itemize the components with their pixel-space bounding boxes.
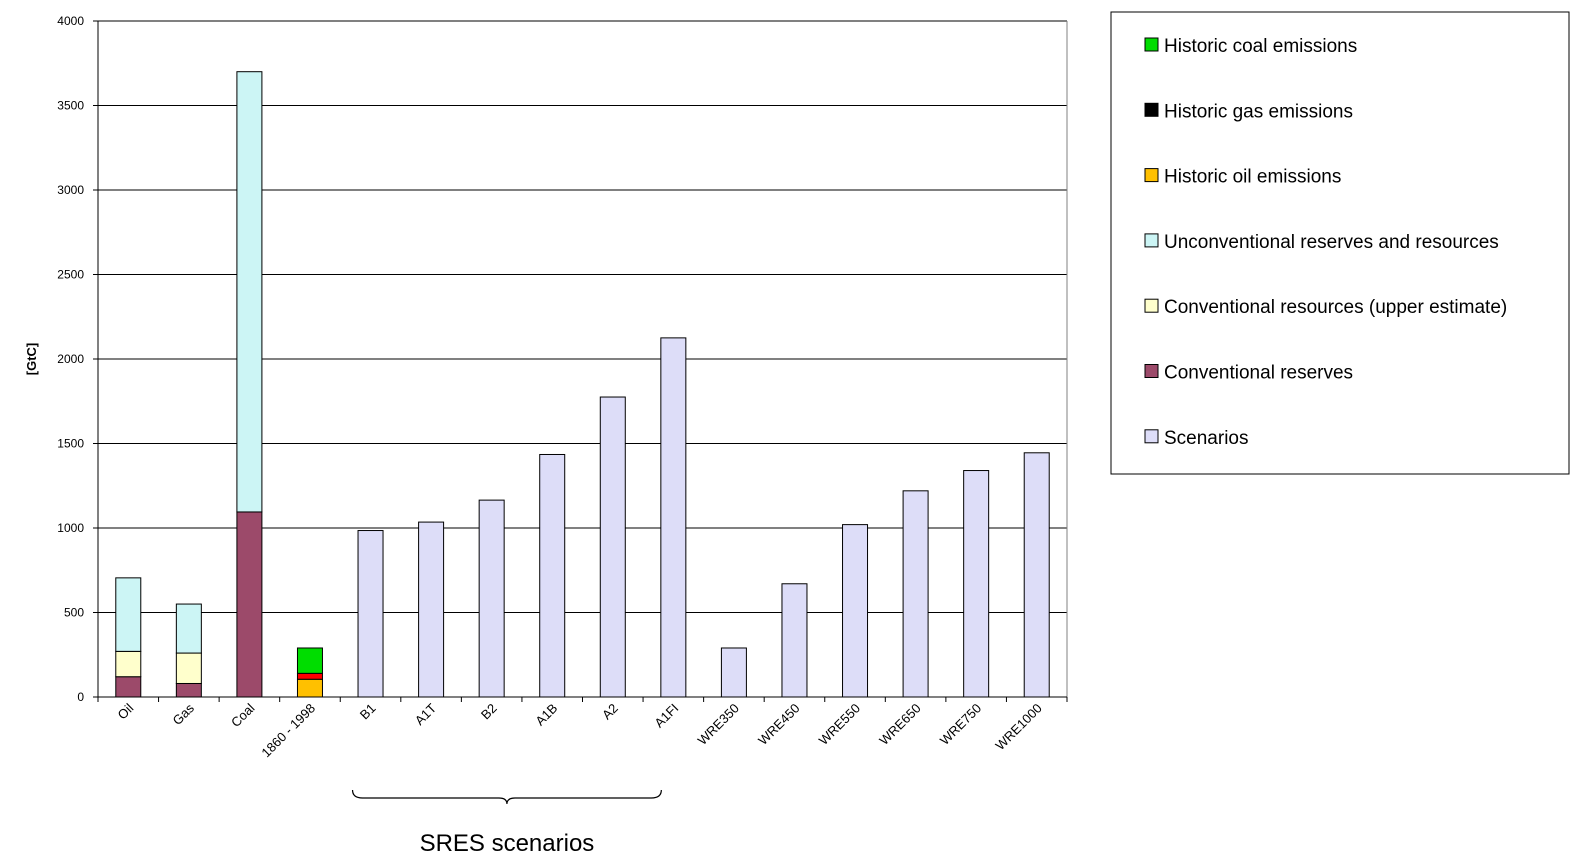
bar-segment	[842, 524, 869, 698]
legend-label: Historic coal emissions	[1164, 36, 1357, 57]
bars	[115, 71, 1050, 698]
sres-brace: SRES scenarios	[351, 789, 662, 857]
bar-segment	[902, 490, 929, 698]
bar-segment	[660, 337, 687, 698]
y-tick-label: 3000	[57, 183, 84, 197]
x-tick-label: WRE1000	[992, 701, 1045, 754]
x-tick-label: A1FI	[651, 701, 681, 731]
y-tick-label: 2000	[57, 352, 84, 366]
y-tick-label: 2500	[57, 268, 84, 282]
y-tick-labels: 0 500 1000 1500 2000 2500 3000 3500 4000	[57, 14, 84, 704]
legend-swatch	[1144, 298, 1159, 313]
x-tick-label: WRE750	[937, 701, 984, 748]
x-tick-label: WRE350	[695, 701, 742, 748]
axes	[93, 20, 1068, 702]
legend-label: Conventional resources (upper estimate)	[1164, 297, 1507, 318]
x-tick-label: A1T	[412, 700, 440, 728]
y-tick-label: 1000	[57, 521, 84, 535]
y-tick-label: 0	[77, 690, 84, 704]
legend-swatch	[1144, 102, 1159, 117]
x-tick-label: 1860 - 1998	[258, 701, 318, 761]
x-tick-label: B2	[478, 701, 500, 723]
x-tick-label: Oil	[115, 700, 137, 722]
legend-label: Scenarios	[1164, 428, 1249, 449]
legend-swatch	[1144, 168, 1159, 183]
x-tick-label: A1B	[532, 701, 560, 729]
bar-segment	[236, 511, 263, 698]
legend-label: Historic oil emissions	[1164, 167, 1341, 188]
y-tick-label: 3500	[57, 99, 84, 113]
bar-segment	[115, 650, 142, 678]
brace-shape	[351, 789, 662, 805]
x-tick-label: B1	[357, 701, 379, 723]
bar-segment	[478, 499, 505, 698]
legend-swatch	[1144, 429, 1159, 444]
bar-segment	[599, 396, 626, 698]
legend-label: Historic gas emissions	[1164, 101, 1353, 122]
bar-segment	[175, 603, 202, 654]
legend-box	[1110, 11, 1570, 475]
y-tick-label: 4000	[57, 14, 84, 28]
bar-segment	[1023, 452, 1050, 698]
bar-segment	[115, 577, 142, 652]
bar-segment	[781, 583, 808, 698]
bar-segment	[296, 672, 323, 680]
y-tick-label: 500	[64, 606, 84, 620]
x-tick-label: WRE550	[816, 701, 863, 748]
legend-swatch	[1144, 37, 1159, 52]
bar-segment	[175, 682, 202, 698]
bar-segment	[539, 453, 566, 698]
x-tick-label: Gas	[169, 700, 197, 728]
x-tick-label: A2	[599, 701, 621, 723]
legend-label: Conventional reserves	[1164, 363, 1353, 384]
bar-segment	[963, 470, 990, 698]
legend: Historic coal emissions Historic gas emis…	[1110, 11, 1570, 475]
y-axis-label: [GtC]	[24, 343, 39, 376]
bar-segment	[296, 678, 323, 698]
bar-segment	[296, 647, 323, 674]
bar-segment	[418, 521, 445, 698]
y-tick-label: 1500	[57, 437, 84, 451]
bar-segment	[115, 676, 142, 698]
brace-label: SRES scenarios	[420, 830, 595, 857]
bar-segment	[236, 71, 263, 513]
bar-segment	[175, 652, 202, 684]
x-tick-label: Coal	[228, 700, 258, 730]
bar-segment	[357, 530, 384, 698]
x-tick-labels: Oil Gas Coal 1860 - 1998 B1 A1T B2 A1B A2 A1FI WRE…	[115, 700, 1045, 760]
bar-segment	[720, 647, 747, 698]
legend-swatch	[1144, 233, 1159, 248]
x-tick-label: WRE450	[755, 701, 802, 748]
legend-swatch	[1144, 364, 1159, 378]
legend-label: Unconventional reserves and resources	[1164, 232, 1499, 253]
x-tick-label: WRE650	[876, 701, 923, 748]
